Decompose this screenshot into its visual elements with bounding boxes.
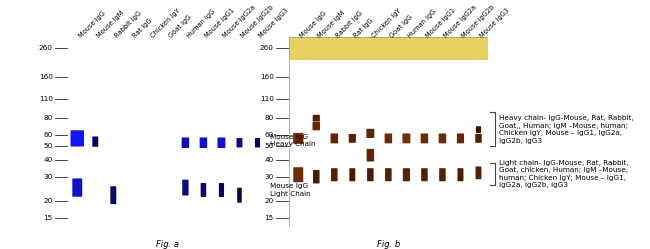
Text: 110: 110 (39, 96, 53, 102)
FancyBboxPatch shape (70, 130, 84, 146)
Text: Mouse IgM: Mouse IgM (96, 9, 125, 39)
Text: 30: 30 (44, 174, 53, 180)
FancyBboxPatch shape (403, 168, 410, 181)
Text: Human IgG: Human IgG (185, 8, 216, 39)
Text: 50: 50 (44, 143, 53, 149)
Text: Mouse IgG3: Mouse IgG3 (478, 7, 510, 39)
FancyBboxPatch shape (200, 137, 207, 148)
Text: 15: 15 (265, 215, 274, 221)
FancyBboxPatch shape (367, 129, 374, 138)
FancyBboxPatch shape (385, 168, 392, 181)
FancyBboxPatch shape (219, 183, 224, 197)
FancyBboxPatch shape (349, 134, 356, 143)
FancyBboxPatch shape (476, 167, 482, 179)
Text: Mouse IgG
Heavy Chain: Mouse IgG Heavy Chain (270, 134, 316, 147)
FancyBboxPatch shape (457, 133, 464, 143)
FancyBboxPatch shape (313, 170, 320, 184)
Text: Rabbit IgG: Rabbit IgG (113, 10, 142, 39)
Text: Goat IgG: Goat IgG (389, 14, 413, 39)
FancyBboxPatch shape (421, 133, 428, 143)
Text: Rabbit IgG: Rabbit IgG (334, 10, 363, 39)
Text: Mouse IgM: Mouse IgM (317, 9, 346, 39)
Text: Mouse IgG
Light Chain: Mouse IgG Light Chain (270, 183, 311, 197)
Text: Fig. b: Fig. b (377, 240, 400, 249)
Text: 60: 60 (44, 132, 53, 138)
Text: Mouse IgG2b: Mouse IgG2b (460, 4, 495, 39)
Text: 40: 40 (265, 157, 274, 163)
FancyBboxPatch shape (313, 122, 320, 130)
Text: 15: 15 (44, 215, 53, 221)
FancyBboxPatch shape (458, 168, 463, 181)
Text: Mouse IgG: Mouse IgG (77, 10, 106, 39)
Text: Mouse IgG1: Mouse IgG1 (424, 7, 456, 39)
Text: 30: 30 (265, 174, 274, 180)
Text: Chicken IgY: Chicken IgY (370, 7, 402, 39)
FancyBboxPatch shape (201, 183, 206, 197)
Text: Human IgG: Human IgG (406, 8, 437, 39)
FancyBboxPatch shape (293, 167, 303, 182)
Text: 110: 110 (260, 96, 274, 102)
FancyBboxPatch shape (293, 133, 304, 144)
Text: 160: 160 (39, 74, 53, 80)
FancyBboxPatch shape (218, 137, 226, 148)
FancyBboxPatch shape (367, 168, 374, 181)
Text: Mouse IgG2b: Mouse IgG2b (239, 4, 274, 39)
FancyBboxPatch shape (385, 133, 392, 143)
Text: Fig. a: Fig. a (156, 240, 179, 249)
Text: 60: 60 (265, 132, 274, 138)
Text: 260: 260 (260, 45, 274, 51)
FancyBboxPatch shape (72, 178, 82, 197)
Text: Mouse IgG1: Mouse IgG1 (203, 7, 235, 39)
Text: Goat IgG: Goat IgG (168, 14, 192, 39)
Text: 20: 20 (44, 198, 53, 204)
FancyBboxPatch shape (439, 168, 446, 181)
FancyBboxPatch shape (237, 188, 242, 203)
FancyBboxPatch shape (421, 168, 428, 181)
FancyBboxPatch shape (92, 136, 98, 147)
Text: 50: 50 (265, 143, 274, 149)
Text: 20: 20 (265, 198, 274, 204)
FancyBboxPatch shape (331, 168, 337, 181)
FancyBboxPatch shape (255, 138, 260, 147)
Text: Rat IgG: Rat IgG (131, 17, 153, 39)
FancyBboxPatch shape (181, 137, 189, 148)
Text: Light chain- IgG-Mouse, Rat, Rabbit,
Goat, chicken, Human; IgM –Mouse,
human; Ch: Light chain- IgG-Mouse, Rat, Rabbit, Goa… (499, 160, 629, 188)
FancyBboxPatch shape (349, 168, 356, 181)
FancyBboxPatch shape (313, 115, 320, 122)
Text: Chicken IgY: Chicken IgY (150, 7, 181, 39)
FancyBboxPatch shape (331, 133, 338, 143)
Text: 160: 160 (260, 74, 274, 80)
FancyBboxPatch shape (237, 138, 242, 147)
Text: 260: 260 (39, 45, 53, 51)
Bar (289, 37, 488, 60)
Text: 80: 80 (44, 115, 53, 121)
FancyBboxPatch shape (111, 186, 116, 204)
FancyBboxPatch shape (402, 133, 410, 143)
FancyBboxPatch shape (182, 180, 188, 195)
Text: Rat IgG: Rat IgG (352, 17, 374, 39)
Text: Mouse IgG2a: Mouse IgG2a (222, 4, 256, 39)
FancyBboxPatch shape (439, 133, 446, 143)
FancyBboxPatch shape (367, 149, 374, 162)
Text: Heavy chain- IgG-Mouse, Rat, Rabbit,
Goat,, Human; IgM –Mouse, human;
Chicken Ig: Heavy chain- IgG-Mouse, Rat, Rabbit, Goa… (499, 115, 633, 144)
Text: Mouse IgG2a: Mouse IgG2a (443, 4, 477, 39)
FancyBboxPatch shape (475, 134, 482, 143)
Text: 80: 80 (265, 115, 274, 121)
Text: Mouse IgG: Mouse IgG (298, 10, 327, 39)
Text: Mouse IgG3: Mouse IgG3 (257, 7, 289, 39)
Text: 40: 40 (44, 157, 53, 163)
FancyBboxPatch shape (476, 126, 481, 133)
